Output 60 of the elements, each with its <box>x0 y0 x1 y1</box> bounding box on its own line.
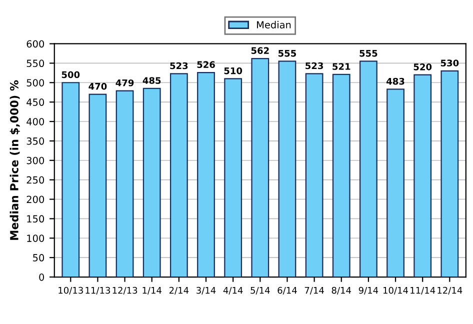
bar <box>62 82 80 278</box>
y-tick-label: 350 <box>26 137 44 145</box>
data-label: 555 <box>360 50 378 57</box>
x-tick-label: 10/13 <box>58 286 83 294</box>
data-label: 470 <box>88 82 107 90</box>
y-tick-label: 100 <box>27 234 44 242</box>
legend-label: Median <box>257 20 291 28</box>
bar <box>414 74 432 278</box>
y-axis-title: Median Price (in $,000) % <box>10 80 20 240</box>
data-label: 555 <box>278 50 296 57</box>
y-tick-label: 450 <box>26 98 44 106</box>
data-label: 485 <box>142 77 161 84</box>
data-label: 521 <box>332 63 350 70</box>
data-label: 523 <box>306 62 323 70</box>
y-tick-label: 200 <box>26 196 44 204</box>
x-tick-label: 4/14 <box>223 287 243 294</box>
bar <box>386 88 404 278</box>
x-tick-label: 2/14 <box>169 286 189 294</box>
data-label: 479 <box>116 79 134 86</box>
y-tick-label: 150 <box>27 215 44 223</box>
y-tick-label: 500 <box>26 79 44 86</box>
data-label: 523 <box>170 62 188 70</box>
x-tick-label: 6/14 <box>278 286 297 294</box>
x-tick-label: 11/13 <box>86 286 110 294</box>
x-tick-label: 10/14 <box>384 286 408 294</box>
y-tick-label: 300 <box>26 156 44 164</box>
bar <box>197 72 215 278</box>
x-tick-label: 11/14 <box>410 287 436 294</box>
bar <box>305 73 324 278</box>
x-tick-label: 8/14 <box>332 286 351 294</box>
y-tick-label: 550 <box>26 60 44 68</box>
y-tick-label: 250 <box>26 176 44 184</box>
data-label: 530 <box>440 60 459 66</box>
x-tick-label: 1/14 <box>142 287 162 294</box>
y-tick-label: 600 <box>26 40 44 48</box>
x-tick-label: 9/14 <box>358 286 378 294</box>
bar <box>359 60 378 278</box>
bar <box>224 78 242 278</box>
data-label: 483 <box>386 78 404 85</box>
x-tick-label: 12/14 <box>438 286 462 294</box>
bar <box>116 90 134 278</box>
bar <box>332 74 350 278</box>
x-tick-label: 5/14 <box>250 287 270 294</box>
y-tick-label: 400 <box>26 118 44 126</box>
bar <box>440 70 459 278</box>
bar <box>278 60 296 278</box>
bar <box>142 88 161 278</box>
data-label: 526 <box>197 61 215 68</box>
y-tick-label: 50 <box>33 254 44 262</box>
x-tick-label: 3/14 <box>196 286 216 294</box>
y-tick-label: 0 <box>39 274 44 281</box>
x-tick-label: 7/14 <box>304 287 324 294</box>
bar <box>251 58 270 278</box>
data-label: 520 <box>414 63 432 70</box>
bar <box>88 94 107 278</box>
data-label: 562 <box>251 47 269 54</box>
data-label: 500 <box>62 71 80 78</box>
data-label: 510 <box>224 67 242 74</box>
bar <box>170 73 188 278</box>
x-tick-label: 12/13 <box>112 286 138 294</box>
